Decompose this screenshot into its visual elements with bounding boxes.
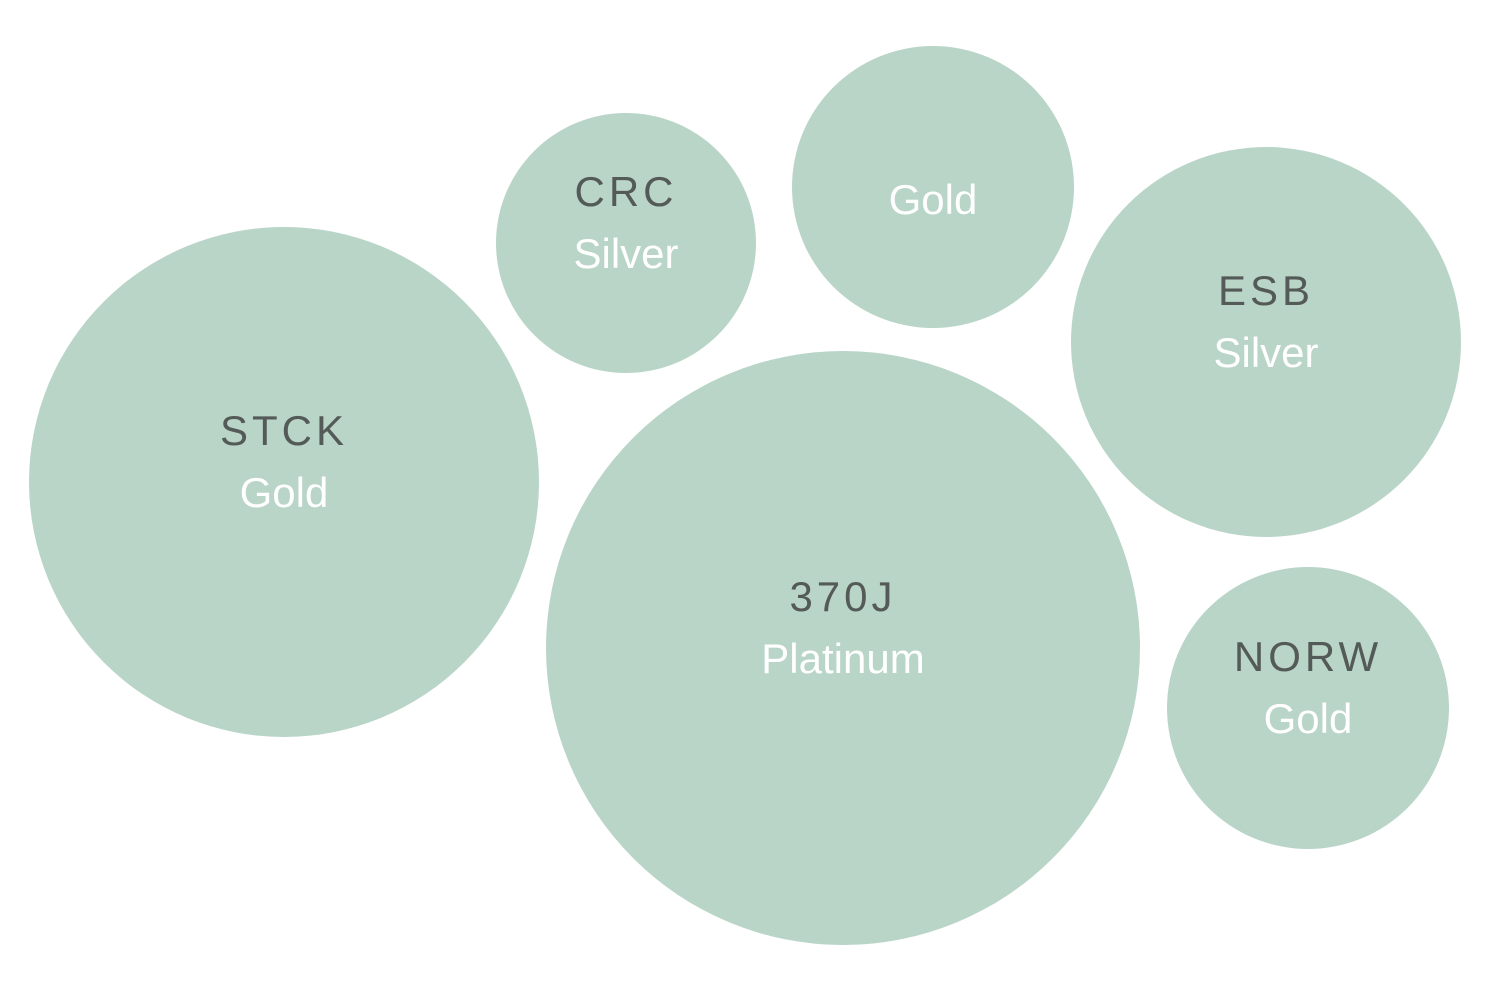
bubble-code: NORW [1234, 633, 1382, 680]
bubble-code: CRC [575, 168, 678, 215]
bubble [496, 113, 756, 373]
bubble-tier: Platinum [761, 635, 924, 682]
bubble-tier: Silver [1213, 329, 1318, 376]
bubble-code: STCK [220, 407, 348, 454]
bubble [1167, 567, 1449, 849]
bubble [792, 46, 1074, 328]
bubble [1071, 147, 1461, 537]
bubble-code: ESB [1218, 267, 1314, 314]
bubble-tier: Silver [573, 230, 678, 277]
bubble [546, 351, 1140, 945]
bubble-tier: Gold [889, 176, 978, 223]
bubble-code: 370J [789, 573, 896, 620]
bubble [29, 227, 539, 737]
bubble-tier: Gold [240, 469, 329, 516]
bubble-tier: Gold [1264, 695, 1353, 742]
